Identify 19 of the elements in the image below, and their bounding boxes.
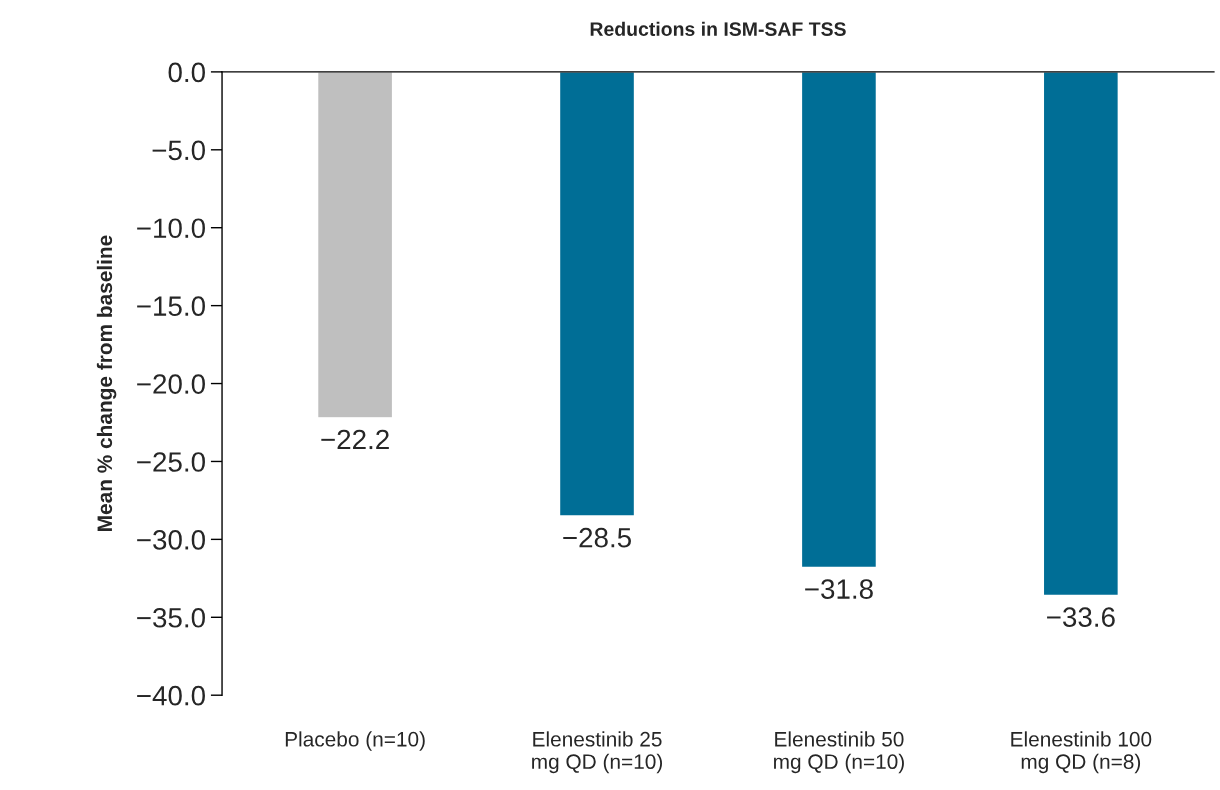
x-tick-label: Placebo (n=10) <box>285 731 425 751</box>
y-tick-label: −35.0 <box>137 607 205 628</box>
chart-title: Reductions in ISM-SAF TSS <box>590 21 846 36</box>
y-tick-label: −5.0 <box>152 140 205 161</box>
y-tick-label: −15.0 <box>137 296 205 316</box>
x-tick-label: Elenestinib 25 mg QD (n=10) <box>532 731 663 774</box>
y-tick-label: −25.0 <box>137 452 205 472</box>
data-label: −33.6 <box>1047 607 1115 627</box>
y-tick-label: 0.0 <box>168 62 205 83</box>
y-tick-label: −40.0 <box>137 685 205 706</box>
y-tick-label: −10.0 <box>137 218 205 239</box>
data-label: −22.2 <box>321 429 389 450</box>
y-axis-title: Mean % change from baseline <box>96 235 117 531</box>
data-label: −31.8 <box>805 579 873 599</box>
y-tick-label: −20.0 <box>137 374 205 394</box>
x-tick-label: Elenestinib 100 mg QD (n=8) <box>1011 731 1152 774</box>
x-tick-label: Elenestinib 50 mg QD (n=10) <box>774 731 904 774</box>
data-label: −28.5 <box>563 527 631 548</box>
y-tick-label: −30.0 <box>137 530 205 550</box>
